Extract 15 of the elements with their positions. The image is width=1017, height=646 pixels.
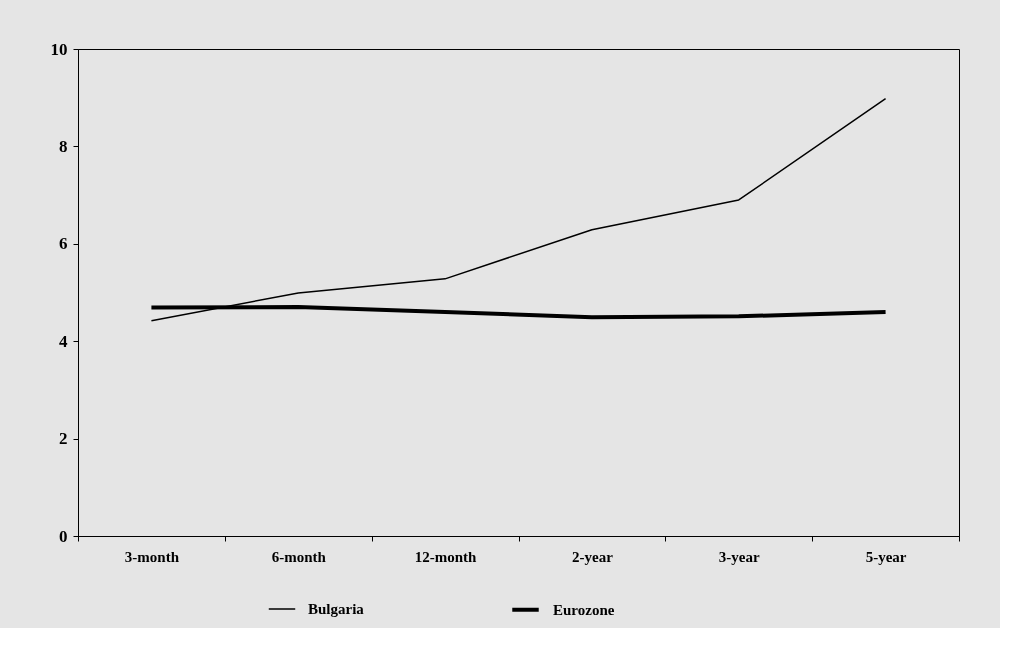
y-tick-label: 6 xyxy=(59,234,68,254)
x-tick-label: 5-year xyxy=(865,548,907,565)
y-tick-label: 8 xyxy=(59,136,68,156)
x-tick-label: 6-month xyxy=(271,548,327,565)
y-tick-label: 0 xyxy=(59,526,68,546)
legend-label: Eurozone xyxy=(553,601,615,618)
y-tick-label: 10 xyxy=(50,39,68,59)
x-tick-label: 3-month xyxy=(124,548,180,565)
y-tick-label: 2 xyxy=(59,429,68,449)
legend-label: Bulgaria xyxy=(308,601,365,617)
line-series xyxy=(150,97,887,322)
x-tick-label: 3-year xyxy=(718,548,760,565)
x-tick-label: 12-month xyxy=(414,548,478,565)
y-tick-label: 4 xyxy=(59,331,68,351)
x-tick-label: 2-year xyxy=(572,548,614,565)
